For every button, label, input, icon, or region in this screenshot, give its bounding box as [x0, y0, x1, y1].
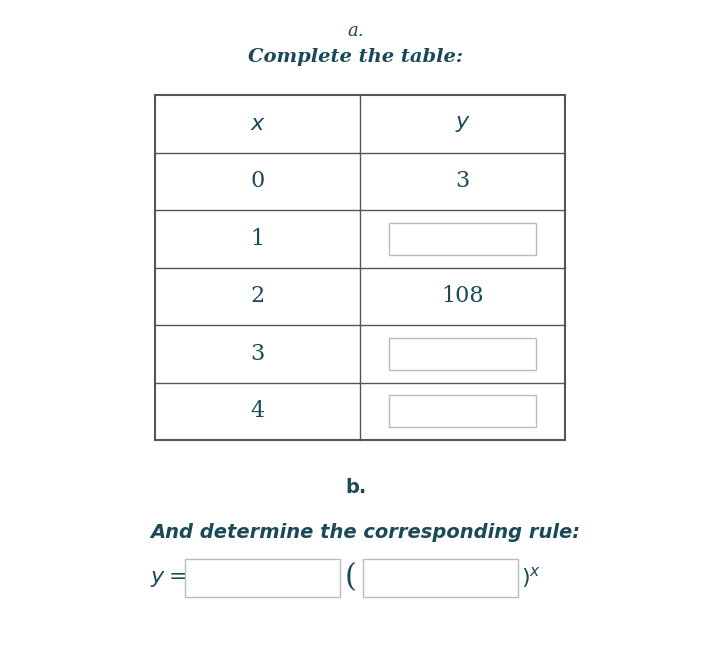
- Text: And determine the corresponding rule:: And determine the corresponding rule:: [150, 523, 580, 542]
- Text: $y=$: $y=$: [150, 567, 187, 589]
- FancyBboxPatch shape: [389, 223, 536, 254]
- Text: $x$: $x$: [249, 114, 266, 134]
- Text: 1: 1: [251, 228, 265, 250]
- Text: 108: 108: [441, 286, 484, 307]
- Text: a.: a.: [347, 22, 365, 40]
- Text: 3: 3: [251, 343, 265, 365]
- Text: $)^x$: $)^x$: [521, 565, 541, 591]
- Text: b.: b.: [345, 478, 367, 497]
- FancyBboxPatch shape: [389, 395, 536, 427]
- Text: (: (: [345, 563, 357, 593]
- Text: $y$: $y$: [454, 114, 471, 134]
- Text: 4: 4: [251, 400, 265, 422]
- FancyBboxPatch shape: [389, 338, 536, 369]
- Text: Complete the table:: Complete the table:: [248, 48, 464, 66]
- Text: 0: 0: [251, 170, 265, 192]
- Text: 2: 2: [251, 286, 265, 307]
- Bar: [155, 95, 565, 440]
- FancyBboxPatch shape: [185, 559, 340, 597]
- Text: 3: 3: [456, 170, 470, 192]
- FancyBboxPatch shape: [363, 559, 518, 597]
